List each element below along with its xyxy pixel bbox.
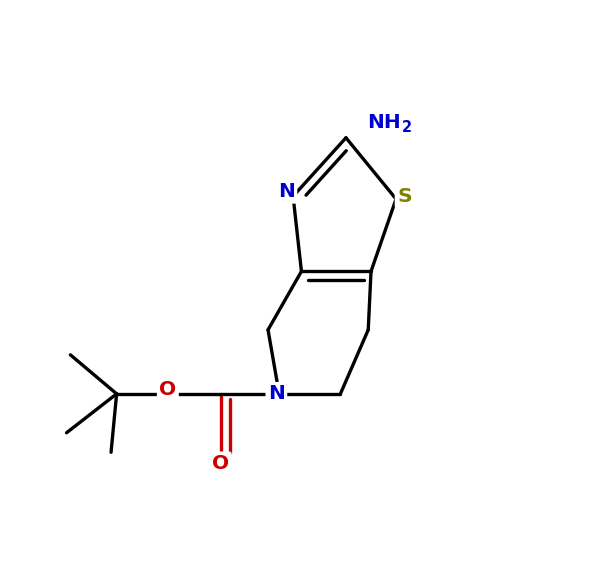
Text: 2: 2 [402,120,411,135]
Text: S: S [397,186,412,206]
Text: N: N [268,384,285,403]
Text: N: N [278,182,295,201]
Text: O: O [212,454,229,473]
Text: NH: NH [367,112,401,132]
Text: O: O [159,380,176,399]
